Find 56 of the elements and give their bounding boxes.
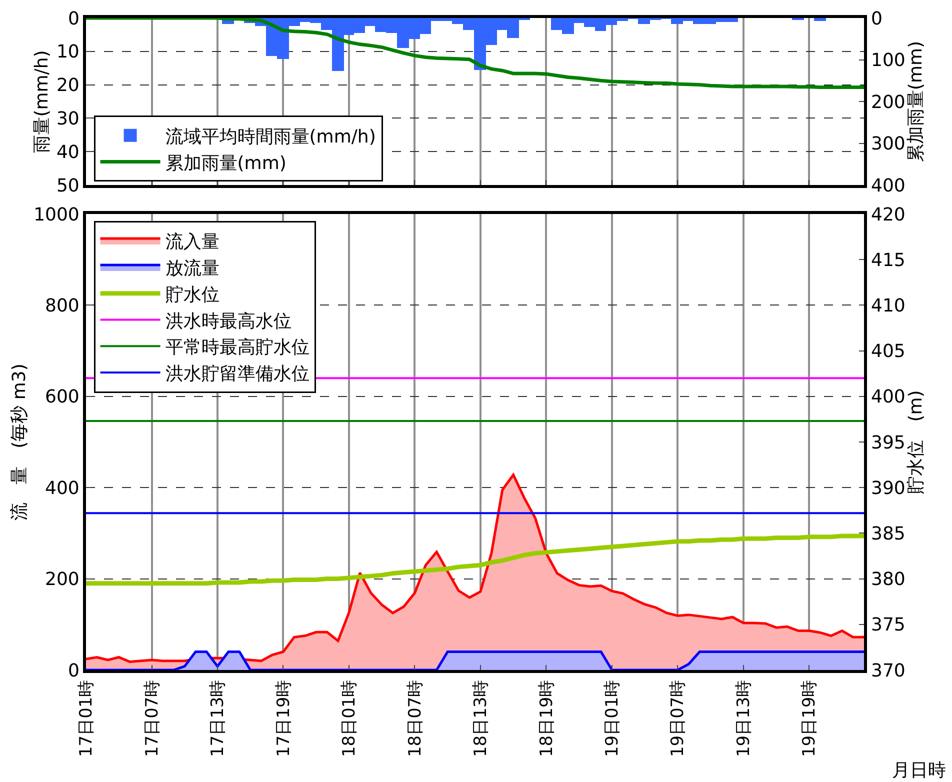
x-tick-label: 18日13時 [471, 680, 492, 758]
y2-tick-label: 380 [871, 569, 906, 590]
x-tick-label: 19日19時 [800, 680, 820, 758]
legend-label: 洪水貯留準備水位 [165, 364, 310, 385]
y-tick-label: 30 [56, 108, 80, 130]
y-tick-label: 800 [45, 296, 80, 316]
y2-tick-label: 390 [871, 478, 906, 499]
y2-axis-title: 貯水位 (m) [905, 390, 926, 494]
legend-label: 洪水時最高水位 [165, 310, 292, 332]
y2-tick-label: 200 [871, 92, 906, 113]
y-tick-label: 10 [56, 42, 80, 63]
x-axis-title: 月日時 [892, 760, 946, 781]
y2-axis-title: 累加雨量(mm) [905, 40, 926, 162]
y2-tick-label: 370 [871, 660, 906, 682]
y2-tick-label: 300 [871, 134, 906, 155]
y-tick-label: 0 [68, 8, 80, 30]
x-tick-label: 18日19時 [536, 680, 557, 758]
y-axis-title: 流 量 (毎秒 m3) [8, 364, 30, 520]
y2-tick-label: 100 [871, 50, 906, 72]
y2-tick-label: 0 [871, 8, 882, 30]
x-tick-label: 19日01時 [602, 680, 622, 758]
y2-tick-label: 420 [871, 204, 906, 226]
y-tick-label: 600 [45, 386, 80, 408]
y2-tick-label: 405 [871, 341, 906, 362]
legend-label: 貯水位 [165, 284, 220, 306]
x-tick-label: 17日19時 [274, 680, 294, 758]
legend-label: 平常時最高貯水位 [165, 337, 310, 358]
x-tick-label: 17日07時 [142, 680, 162, 758]
line-series [86, 534, 864, 586]
y-tick-label: 1000 [34, 204, 80, 226]
y-tick-label: 0 [68, 660, 80, 682]
x-tick-label: 18日01時 [340, 680, 360, 758]
y-axis-title: 雨量(mm/h) [32, 50, 53, 153]
line-series [86, 18, 864, 90]
legend-label: 流入量 [165, 232, 220, 253]
y2-tick-label: 375 [871, 614, 906, 636]
legend-label: 流域平均時間雨量(mm/h) [165, 126, 376, 148]
legend-label: 放流量 [165, 258, 220, 279]
y-tick-label: 20 [56, 75, 80, 96]
y2-tick-label: 400 [871, 386, 906, 408]
y-tick-label: 400 [45, 478, 80, 499]
x-tick-label: 17日01時 [76, 680, 97, 758]
x-tick-label: 19日07時 [668, 680, 688, 758]
y2-tick-label: 385 [871, 524, 906, 544]
x-tick-label: 19日13時 [734, 680, 754, 758]
y-tick-label: 40 [56, 142, 80, 163]
legend-label: 累加雨量(mm) [165, 152, 286, 174]
x-tick-label: 18日07時 [405, 680, 426, 758]
y-tick-label: 50 [56, 175, 80, 196]
y2-tick-label: 415 [871, 250, 906, 271]
bar [814, 18, 826, 21]
y2-tick-label: 400 [871, 175, 906, 196]
x-tick-label: 17日13時 [208, 680, 228, 758]
y2-tick-label: 395 [871, 432, 906, 454]
y-tick-label: 200 [45, 569, 80, 590]
y2-tick-label: 410 [871, 296, 906, 316]
